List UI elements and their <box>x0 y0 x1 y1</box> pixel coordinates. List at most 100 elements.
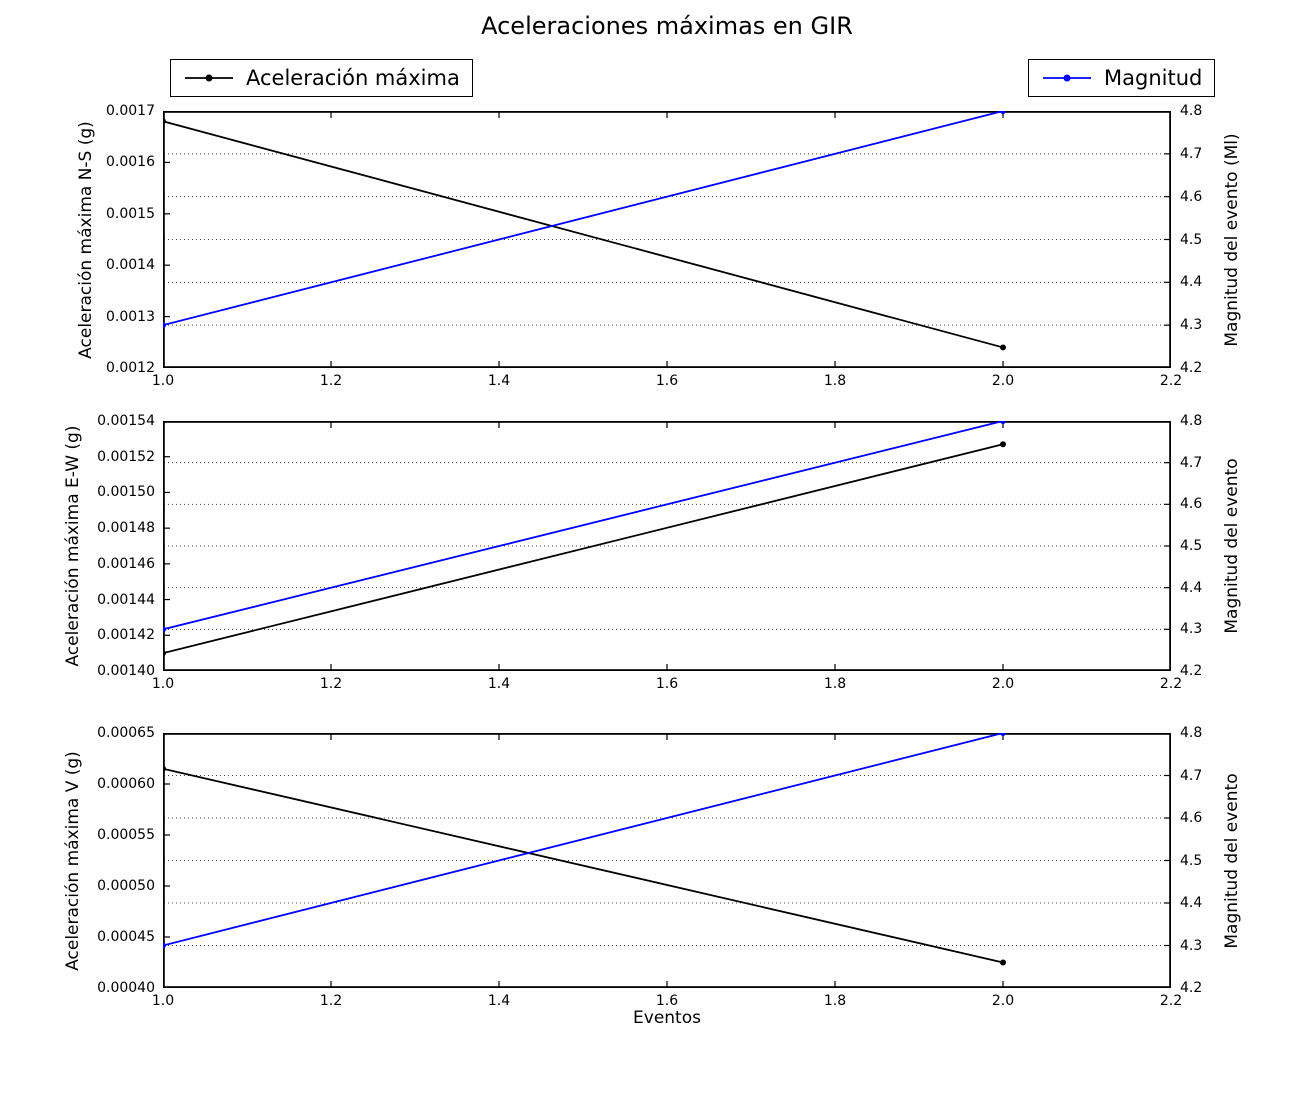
y-tick-label-right: 4.7 <box>1180 454 1203 471</box>
y-tick-label-left: 0.00045 <box>97 929 155 945</box>
y-tick-label-right: 4.8 <box>1180 413 1203 429</box>
x-tick-label: 1.0 <box>151 993 175 1009</box>
series-line-acceleration <box>163 120 1004 349</box>
y-tick-label-right: 4.4 <box>1180 274 1203 291</box>
legend-magnitude-label: Magnitud <box>1104 66 1203 90</box>
data-point-marker <box>163 118 166 125</box>
y-tick-label-left: 0.00144 <box>97 591 155 608</box>
data-point-marker <box>1000 959 1006 966</box>
y-tick-label-right: 4.6 <box>1180 188 1203 205</box>
legend-line-sample-black <box>185 74 233 82</box>
legend-marker-black <box>205 74 213 82</box>
series-line-magnitude <box>163 421 1004 631</box>
ylabel-right-magnitude-2: Magnitud del evento <box>1222 458 1242 634</box>
data-point-marker <box>1000 111 1006 114</box>
series-line-acceleration <box>163 767 1004 964</box>
x-tick-label: 2.2 <box>1159 373 1183 389</box>
y-tick-label-right: 4.2 <box>1180 360 1203 376</box>
legend-acceleration-label: Aceleración máxima <box>246 66 460 90</box>
data-point-marker <box>163 942 166 949</box>
data-point-marker <box>163 765 166 772</box>
y-tick-label-right: 4.2 <box>1180 980 1203 996</box>
legend-marker-blue <box>1063 74 1071 82</box>
data-point-marker <box>1000 733 1006 736</box>
y-tick-label-right: 4.5 <box>1180 538 1203 554</box>
x-tick-label: 1.8 <box>823 373 847 389</box>
x-tick-label: 2.0 <box>991 373 1015 389</box>
ylabel-right-magnitude-ml: Magnitud del evento (Ml) <box>1222 132 1242 347</box>
y-tick-label-right: 4.6 <box>1180 810 1203 826</box>
y-tick-label-left: 0.00050 <box>97 878 155 894</box>
y-tick-label-left: 0.00140 <box>97 663 155 679</box>
x-tick-label: 1.6 <box>655 373 679 389</box>
x-tick-label: 1.8 <box>823 993 847 1009</box>
data-point-marker <box>1000 344 1006 351</box>
x-tick-label: 2.0 <box>991 993 1015 1009</box>
x-tick-label: 1.4 <box>487 676 511 692</box>
subplot-ew-plot-area <box>163 421 1171 671</box>
y-tick-label-left: 0.00150 <box>97 484 155 501</box>
y-tick-label-right: 4.3 <box>1180 317 1203 334</box>
series-line-magnitude <box>163 111 1004 327</box>
y-tick-label-right: 4.7 <box>1180 145 1203 162</box>
x-tick-label: 2.2 <box>1159 993 1183 1009</box>
x-axis-label: Eventos <box>633 1008 701 1028</box>
figure-title: Aceleraciones máximas en GIR <box>481 12 853 40</box>
y-tick-label-right: 4.4 <box>1180 895 1203 911</box>
y-tick-label-right: 4.8 <box>1180 103 1203 119</box>
y-tick-label-right: 4.8 <box>1180 725 1203 741</box>
plot-frame <box>163 733 1171 988</box>
y-tick-label-left: 0.0016 <box>106 154 155 171</box>
y-tick-label-left: 0.00154 <box>97 413 155 429</box>
y-tick-label-left: 0.00142 <box>97 627 155 644</box>
y-tick-label-right: 4.5 <box>1180 231 1203 248</box>
x-tick-label: 1.4 <box>487 373 511 389</box>
x-tick-label: 1.2 <box>319 676 343 692</box>
y-tick-label-left: 0.00152 <box>97 448 155 465</box>
y-tick-label-left: 0.0017 <box>106 103 155 119</box>
x-tick-label: 1.2 <box>319 373 343 389</box>
plot-frame <box>163 421 1171 671</box>
x-tick-label: 1.2 <box>319 993 343 1009</box>
y-tick-label-right: 4.3 <box>1180 937 1203 954</box>
y-tick-label-left: 0.00040 <box>97 980 155 996</box>
data-point-marker <box>163 626 166 633</box>
y-tick-label-left: 0.00065 <box>97 725 155 741</box>
data-point-marker <box>163 322 166 329</box>
x-tick-label: 2.2 <box>1159 676 1183 692</box>
y-tick-label-right: 4.6 <box>1180 496 1203 513</box>
subplot-ns-plot-area <box>163 111 1171 368</box>
y-tick-label-right: 4.5 <box>1180 852 1203 869</box>
y-tick-label-left: 0.0013 <box>106 308 155 325</box>
ylabel-left-ns: Aceleración máxima N-S (g) <box>76 120 96 359</box>
y-tick-label-right: 4.4 <box>1180 579 1203 596</box>
y-tick-label-right: 4.2 <box>1180 663 1203 679</box>
x-tick-label: 1.4 <box>487 993 511 1009</box>
y-tick-label-left: 0.0012 <box>106 360 155 376</box>
y-tick-label-left: 0.00148 <box>97 520 155 537</box>
series-line-magnitude <box>163 733 1004 947</box>
y-tick-label-left: 0.00055 <box>97 827 155 843</box>
x-tick-label: 1.8 <box>823 676 847 692</box>
subplot-v-plot-area <box>163 733 1171 988</box>
legend-magnitude: Magnitud <box>1028 59 1216 97</box>
ylabel-left-v: Aceleración máxima V (g) <box>63 750 83 971</box>
y-tick-label-right: 4.7 <box>1180 767 1203 784</box>
ylabel-right-magnitude-3: Magnitud del evento <box>1222 772 1242 949</box>
y-tick-label-left: 0.0015 <box>106 205 155 222</box>
y-tick-label-left: 0.00146 <box>97 555 155 572</box>
x-tick-label: 1.0 <box>151 676 175 692</box>
series-line-acceleration <box>163 443 1004 655</box>
legend-line-sample-blue <box>1043 74 1091 82</box>
data-point-marker <box>163 650 166 657</box>
data-point-marker <box>1000 421 1006 424</box>
x-tick-label: 1.0 <box>151 373 175 389</box>
x-tick-label: 1.6 <box>655 676 679 692</box>
y-tick-label-left: 0.00060 <box>97 776 155 792</box>
x-tick-label: 2.0 <box>991 676 1015 692</box>
ylabel-left-ew: Aceleración máxima E-W (g) <box>63 425 83 667</box>
y-tick-label-right: 4.3 <box>1180 621 1203 638</box>
legend-acceleration: Aceleración máxima <box>170 59 473 97</box>
plot-frame <box>163 111 1171 368</box>
